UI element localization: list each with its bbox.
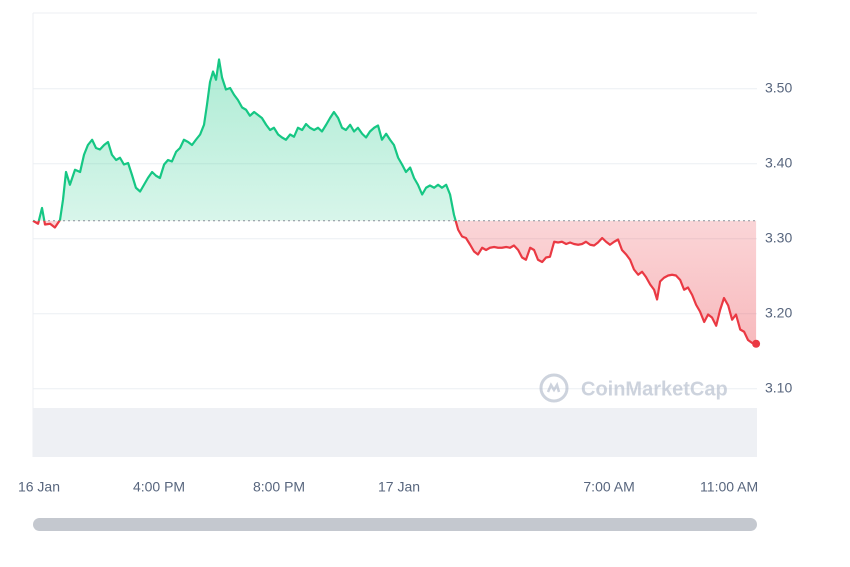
- volume-area: [33, 408, 757, 457]
- y-tick-label: 3.50: [765, 79, 792, 95]
- y-tick-label: 3.40: [765, 154, 792, 170]
- watermark-logo: [546, 381, 561, 393]
- series: [32, 58, 761, 348]
- scrollbar[interactable]: [33, 518, 757, 531]
- x-tick-label: 11:00 AM: [700, 479, 758, 495]
- y-tick-label: 3.10: [765, 379, 792, 395]
- last-point: [752, 339, 761, 348]
- price-line-below: [32, 220, 757, 345]
- watermark-text: CoinMarketCap: [581, 378, 728, 400]
- x-tick-label: 17 Jan: [378, 479, 420, 495]
- y-tick-label: 3.20: [765, 304, 792, 320]
- x-tick-label: 8:00 PM: [253, 479, 305, 495]
- x-tick-label: 7:00 AM: [583, 479, 634, 495]
- y-tick-label: 3.30: [765, 229, 792, 245]
- x-tick-label: 4:00 PM: [133, 479, 185, 495]
- watermark-logo: [539, 373, 569, 403]
- x-tick-label: 16 Jan: [18, 479, 60, 495]
- watermark: CoinMarketCap: [539, 373, 728, 403]
- area-below: [33, 220, 757, 344]
- area-above: [33, 59, 757, 221]
- price-line-above: [33, 58, 457, 221]
